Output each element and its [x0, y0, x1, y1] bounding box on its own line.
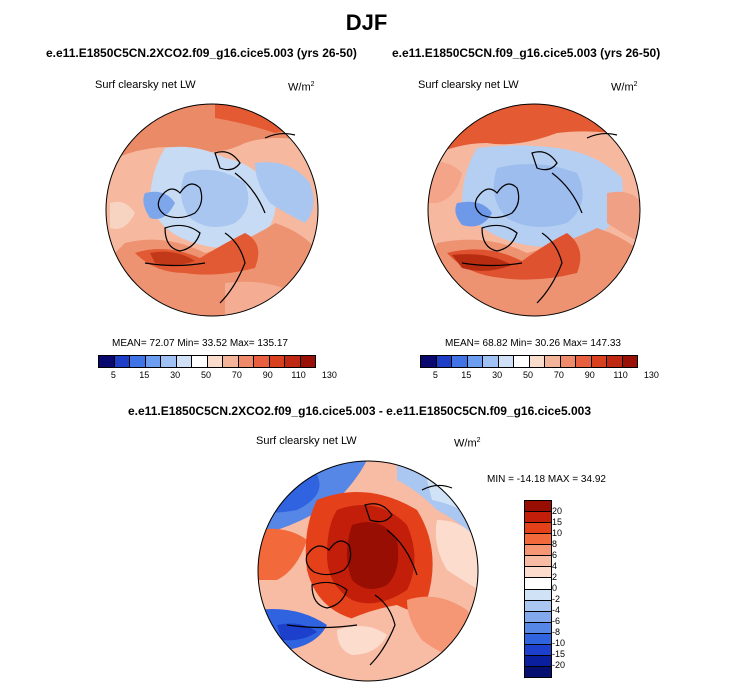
- left-colorbar-swatch: [300, 356, 315, 367]
- diff-colorbar-tick-label: -20: [552, 660, 566, 670]
- right-colorbar-swatch: [529, 356, 545, 367]
- left-colorbar-tick-label: 130: [321, 370, 337, 380]
- right-colorbar-tick-label: 90: [584, 370, 595, 380]
- left-colorbar-swatch: [145, 356, 161, 367]
- left-colorbar-swatch: [176, 356, 192, 367]
- right-colorbar-swatch: [622, 356, 637, 367]
- figure-title: DJF: [345, 10, 388, 35]
- right-colorbar-tick-label: 5: [432, 370, 438, 380]
- right-colorbar-tick-label: 50: [522, 370, 534, 380]
- right-colorbar-tick-label: 110: [613, 370, 628, 380]
- right-colorbar-swatch: [436, 356, 452, 367]
- diff-colorbar-swatch: [525, 556, 551, 568]
- left-colorbar-swatch: [285, 356, 301, 367]
- diff-colorbar-tick-label: 0: [552, 583, 558, 593]
- left-colorbar-swatch: [192, 356, 208, 367]
- diff-panel-stats: MIN = -14.18 MAX = 34.92: [487, 474, 606, 485]
- right-colorbar-tick-label: 30: [492, 370, 503, 380]
- diff-colorbar-swatch: [525, 622, 551, 634]
- left-colorbar-tick-label: 70: [231, 370, 242, 380]
- diff-colorbar-swatch: [525, 655, 551, 667]
- diff-panel-variable: Surf clearsky net LW: [256, 435, 357, 447]
- right-colorbar-swatch: [560, 356, 576, 367]
- diff-colorbar-tick-label: 20: [552, 506, 563, 516]
- right-colorbar-swatch: [498, 356, 514, 367]
- left-colorbar-swatch: [207, 356, 223, 367]
- diff-colorbar-swatch: [525, 589, 551, 601]
- right-colorbar-swatch: [467, 356, 483, 367]
- left-colorbar-tick-label: 90: [262, 370, 273, 380]
- left-colorbar: [98, 355, 316, 368]
- left-panel-stats: MEAN= 72.07 Min= 33.52 Max= 135.17: [112, 338, 288, 349]
- left-colorbar-tick-label: 15: [139, 370, 150, 380]
- left-colorbar-swatch: [130, 356, 146, 367]
- diff-colorbar-tick-label: -6: [552, 616, 561, 626]
- diff-colorbar-tick-label: 10: [552, 528, 563, 538]
- right-polar-map: [427, 103, 641, 317]
- diff-colorbar-tick-label: -10: [552, 638, 566, 648]
- right-colorbar-tick-label: 130: [643, 370, 659, 380]
- diff-colorbar-ticks: 20 15 10 8 6 4 2 0 -2 -4 -6 -8 -10 -15 -20: [552, 500, 582, 676]
- diff-colorbar-swatch: [525, 512, 551, 524]
- right-colorbar-swatch: [591, 356, 607, 367]
- right-colorbar-swatch: [576, 356, 592, 367]
- left-panel-variable: Surf clearsky net LW: [95, 79, 196, 91]
- diff-colorbar-swatch: [525, 578, 551, 590]
- left-panel-units: W/m2: [288, 81, 315, 94]
- right-colorbar-swatch: [483, 356, 499, 367]
- left-colorbar-swatch: [254, 356, 270, 367]
- diff-colorbar-swatch: [525, 600, 551, 612]
- left-colorbar-swatch: [269, 356, 285, 367]
- diff-colorbar: [524, 500, 552, 678]
- right-colorbar-swatch: [452, 356, 468, 367]
- right-panel-units: W/m2: [611, 81, 638, 94]
- diff-colorbar-tick-label: 2: [552, 572, 558, 582]
- right-colorbar: [420, 355, 638, 368]
- left-colorbar-swatch: [99, 356, 115, 367]
- diff-polar-map: [257, 460, 479, 682]
- left-colorbar-swatch: [161, 356, 177, 367]
- right-panel-stats: MEAN= 68.82 Min= 30.26 Max= 147.33: [445, 338, 621, 349]
- diff-colorbar-swatch: [525, 545, 551, 557]
- left-panel-case-title: e.e11.E1850C5CN.2XCO2.f09_g16.cice5.003 …: [46, 46, 357, 60]
- right-colorbar-swatch: [421, 356, 437, 367]
- diff-colorbar-tick-label: -2: [552, 594, 561, 604]
- right-panel-case-title: e.e11.E1850C5CN.f09_g16.cice5.003 (yrs 2…: [392, 46, 661, 60]
- diff-colorbar-tick-label: -8: [552, 627, 561, 637]
- diff-colorbar-swatch: [525, 666, 551, 677]
- left-colorbar-swatch: [114, 356, 130, 367]
- right-colorbar-swatch: [607, 356, 623, 367]
- right-colorbar-swatch: [545, 356, 561, 367]
- diff-colorbar-tick-label: 4: [552, 561, 558, 571]
- left-colorbar-tick-label: 30: [170, 370, 181, 380]
- diff-colorbar-tick-label: -15: [552, 649, 566, 659]
- right-colorbar-ticks: 5 15 30 50 70 90 110 130: [420, 370, 659, 382]
- left-colorbar-tick-label: 110: [291, 370, 306, 380]
- diff-colorbar-swatch: [525, 534, 551, 546]
- diff-colorbar-tick-label: 8: [552, 539, 558, 549]
- diff-colorbar-swatch: [525, 611, 551, 623]
- diff-panel-case-title: e.e11.E1850C5CN.2XCO2.f09_g16.cice5.003 …: [128, 404, 591, 418]
- diff-colorbar-tick-label: 6: [552, 550, 558, 560]
- diff-colorbar-swatch: [525, 644, 551, 656]
- diff-colorbar-swatch: [525, 633, 551, 645]
- diff-colorbar-tick-label: 15: [552, 517, 563, 527]
- diff-colorbar-swatch: [525, 567, 551, 579]
- diff-colorbar-swatch: [525, 501, 551, 513]
- diff-colorbar-swatch: [525, 523, 551, 535]
- diff-panel-units: W/m2: [454, 437, 481, 450]
- right-panel-variable: Surf clearsky net LW: [418, 79, 519, 91]
- right-colorbar-tick-label: 15: [461, 370, 472, 380]
- right-colorbar-tick-label: 70: [553, 370, 564, 380]
- left-colorbar-swatch: [238, 356, 254, 367]
- left-colorbar-ticks: 5 15 30 50 70 90 110 130: [98, 370, 337, 382]
- left-colorbar-swatch: [223, 356, 239, 367]
- left-polar-map: [105, 103, 319, 317]
- left-colorbar-tick-label: 50: [200, 370, 212, 380]
- diff-colorbar-tick-label: -4: [552, 605, 561, 615]
- right-colorbar-swatch: [514, 356, 530, 367]
- left-colorbar-tick-label: 5: [110, 370, 116, 380]
